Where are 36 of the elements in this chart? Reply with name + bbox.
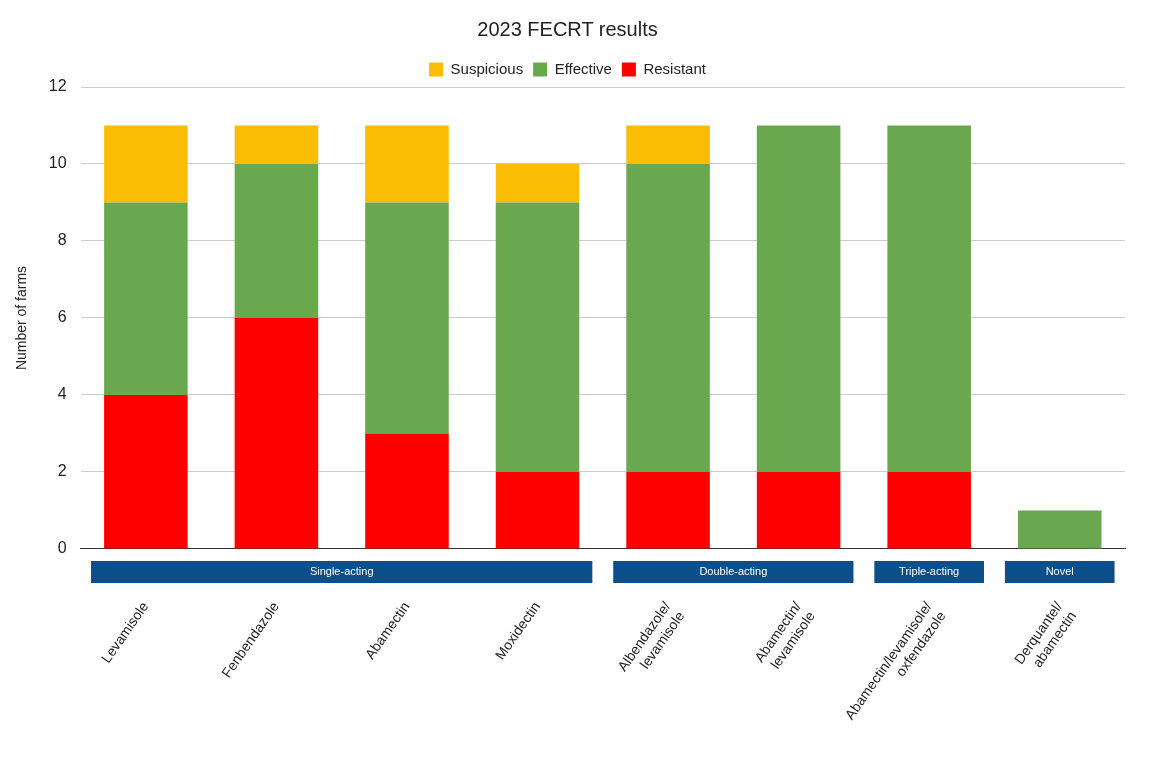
bar [234,318,319,549]
y-tick-label: 6 [57,308,67,326]
bar [495,202,580,472]
bar [887,125,971,472]
bar [104,202,188,395]
text: Single-acting [309,565,374,578]
bar [756,472,841,549]
text: Triple-acting [899,565,960,578]
y-axis-title: Number of farms [13,265,30,371]
bar [626,125,710,164]
legend-label: Resistant [643,59,707,77]
bar [495,472,580,549]
bar [234,125,319,164]
bar [887,472,971,549]
bar [495,164,580,203]
legend-label: Suspicious [450,59,524,77]
y-tick-label: 2 [57,462,67,480]
text: Double-acting [699,565,768,578]
text: Novel [1045,565,1074,578]
bar [234,164,319,318]
y-tick-label: 12 [48,77,67,95]
y-tick-label: 8 [57,231,67,249]
bar [104,395,188,549]
bar [365,202,449,434]
bar [626,472,710,549]
bar [756,125,841,472]
bar [365,433,449,549]
bar [1017,510,1102,549]
y-tick-label: 0 [57,539,67,557]
bar [365,125,449,203]
bar [626,164,710,472]
legend-label: Effective [554,59,612,77]
bar [104,125,188,203]
chart-title: 2023 FECRT results [477,17,658,40]
y-tick-label: 4 [57,385,67,403]
y-tick-label: 10 [48,154,67,172]
